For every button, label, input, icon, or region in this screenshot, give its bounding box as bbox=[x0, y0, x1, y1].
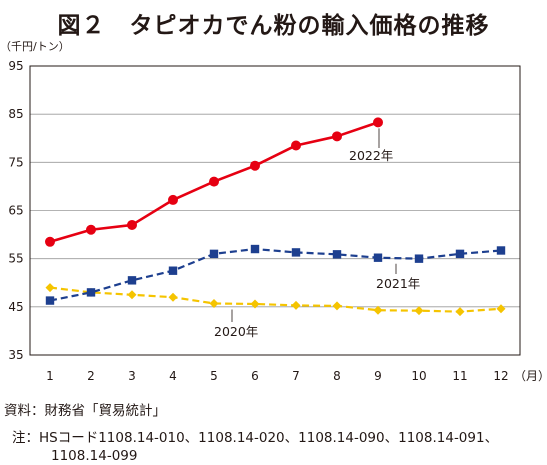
point-2021年-2 bbox=[86, 288, 96, 297]
point-2021年-4 bbox=[168, 266, 178, 275]
x-tick-labels: 1 2 3 4 5 6 7 8 9 10 11 12 bbox=[46, 369, 508, 383]
point-2020年-1 bbox=[45, 283, 55, 293]
y-axis-unit-label: （千円/トン） bbox=[0, 40, 70, 53]
x-tick-1: 1 bbox=[46, 369, 54, 383]
point-2020年-12 bbox=[496, 304, 506, 314]
point-2022年-4 bbox=[168, 194, 178, 205]
point-2022年-1 bbox=[45, 236, 55, 247]
x-tick-10: 10 bbox=[411, 369, 426, 383]
y-tick-55: 55 bbox=[8, 252, 23, 266]
point-2022年-5 bbox=[209, 176, 219, 187]
point-2020年-11 bbox=[455, 307, 465, 317]
point-2021年-9 bbox=[373, 253, 383, 262]
point-2022年-8 bbox=[332, 131, 342, 142]
point-2020年-5 bbox=[209, 298, 219, 308]
y-tick-95: 95 bbox=[8, 59, 23, 73]
series-label-2021年: 2021年 bbox=[376, 276, 420, 291]
x-tick-8: 8 bbox=[333, 369, 341, 383]
series-line-2020年 bbox=[49, 286, 502, 313]
point-2020年-7 bbox=[291, 300, 301, 310]
point-2021年-12 bbox=[496, 246, 506, 255]
point-2021年-5 bbox=[209, 249, 219, 259]
point-2021年-10 bbox=[414, 254, 424, 263]
y-tick-45: 45 bbox=[8, 300, 23, 314]
point-2020年-8 bbox=[332, 301, 342, 311]
point-2021年-3 bbox=[127, 276, 137, 285]
point-2021年-1 bbox=[45, 296, 55, 305]
chart-title: 図２ タピオカでん粉の輸入価格の推移 bbox=[57, 13, 490, 39]
point-2020年-9 bbox=[373, 305, 383, 315]
point-2021年-11 bbox=[455, 249, 465, 259]
plot-frame bbox=[29, 65, 521, 356]
series-label-2020年: 2020年 bbox=[214, 324, 258, 339]
x-tick-7: 7 bbox=[292, 369, 300, 383]
series-layer bbox=[45, 117, 506, 317]
y-tick-85: 85 bbox=[8, 107, 23, 121]
point-2022年-9 bbox=[373, 117, 383, 128]
x-tick-9: 9 bbox=[374, 369, 382, 383]
x-tick-4: 4 bbox=[169, 369, 177, 383]
point-2021年-7 bbox=[291, 248, 301, 257]
point-2022年-2 bbox=[86, 224, 96, 235]
hs-code-note: 注：HSコード1108.14-010、1108.14-020、1108.14-0… bbox=[12, 430, 499, 446]
x-axis-unit-label: （月） bbox=[514, 369, 547, 383]
y-tick-35: 35 bbox=[8, 348, 23, 362]
gridlines bbox=[30, 113, 520, 308]
point-2020年-4 bbox=[168, 292, 178, 302]
x-tick-5: 5 bbox=[210, 369, 218, 383]
y-tick-75: 75 bbox=[8, 155, 23, 169]
series-labels: 2022年 2021年 2020年 bbox=[214, 128, 420, 339]
x-tick-2: 2 bbox=[87, 369, 95, 383]
point-2020年-10 bbox=[414, 306, 424, 316]
hs-code-note-continued: 1108.14-099 bbox=[51, 448, 138, 464]
point-2022年-6 bbox=[250, 160, 260, 171]
x-tick-6: 6 bbox=[251, 369, 259, 383]
point-2020年-3 bbox=[127, 290, 137, 300]
point-2020年-6 bbox=[250, 299, 260, 309]
point-2022年-7 bbox=[291, 140, 301, 151]
y-tick-65: 65 bbox=[8, 204, 23, 218]
source-note: 資料：財務省「貿易統計」 bbox=[4, 403, 166, 419]
x-tick-11: 11 bbox=[452, 369, 467, 383]
series-line-2021年 bbox=[49, 247, 502, 302]
point-2022年-3 bbox=[127, 219, 137, 230]
point-2021年-8 bbox=[332, 250, 342, 259]
y-tick-labels: 35 45 55 65 75 85 95 bbox=[8, 59, 23, 362]
series-label-2022年: 2022年 bbox=[349, 148, 393, 163]
x-tick-3: 3 bbox=[128, 369, 136, 383]
point-2021年-6 bbox=[250, 244, 260, 254]
x-tick-12: 12 bbox=[493, 369, 508, 383]
